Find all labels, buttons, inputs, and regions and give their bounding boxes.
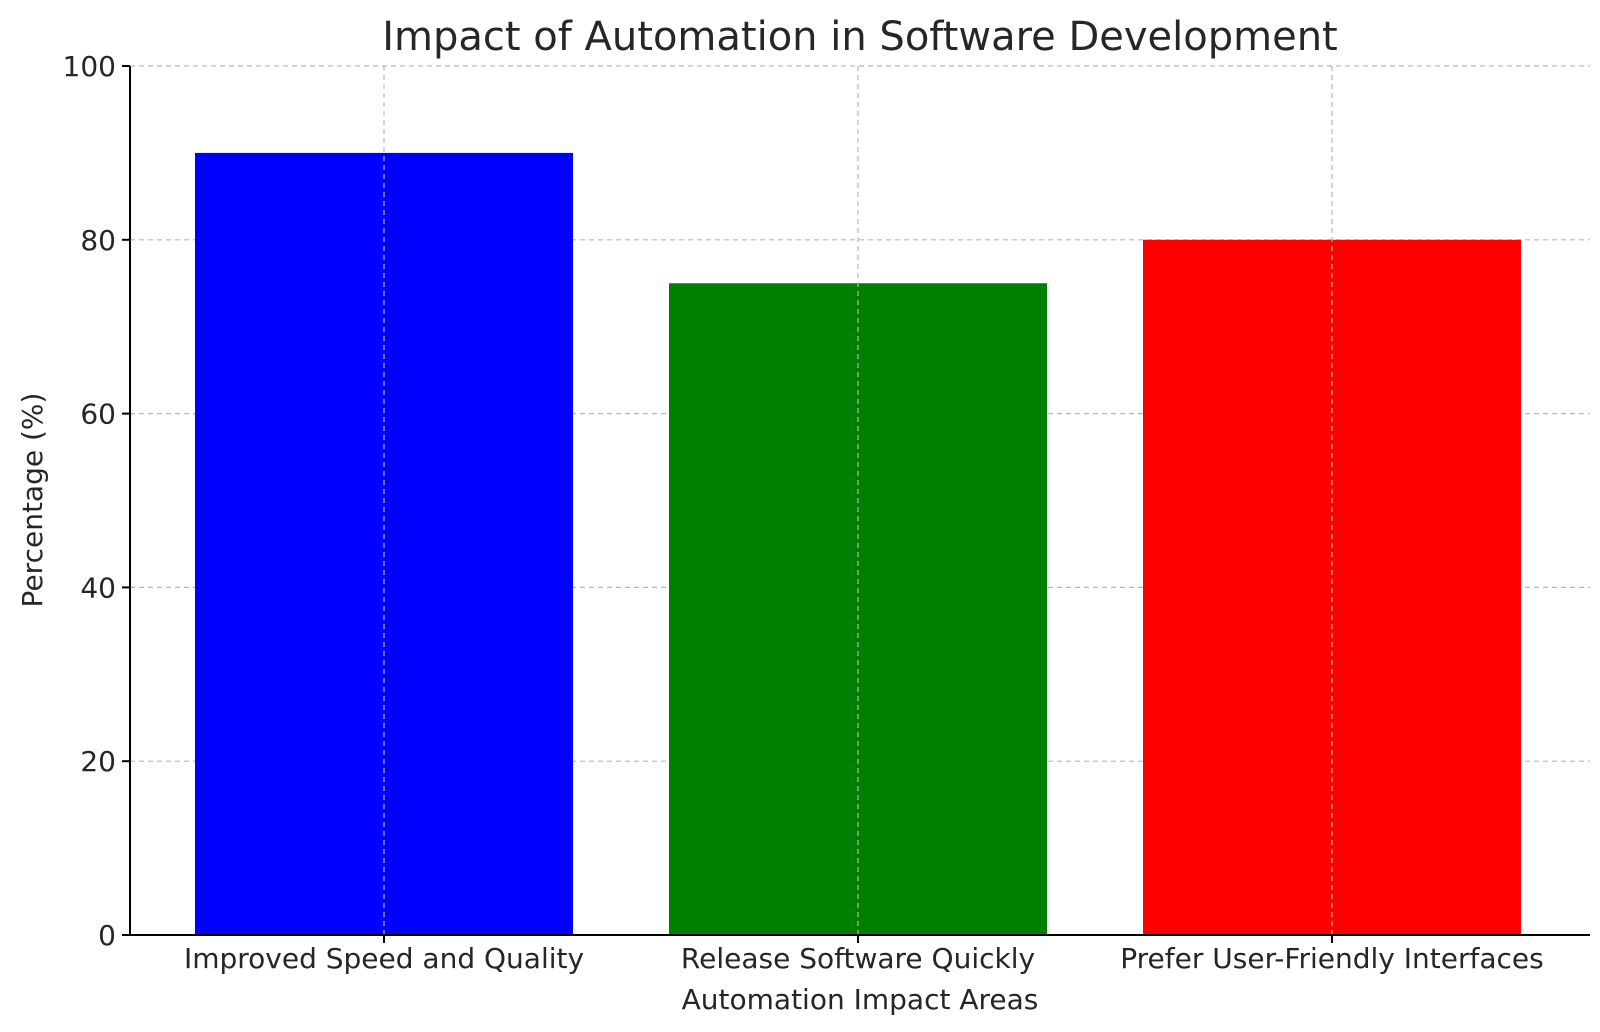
y-tick-label: 100	[63, 50, 116, 83]
axes	[129, 66, 1590, 936]
x-tick-label: Improved Speed and Quality	[184, 942, 584, 975]
vertical-grid	[383, 66, 1333, 935]
x-axis-label: Automation Impact Areas	[682, 983, 1039, 1016]
bar	[1143, 239, 1521, 936]
y-tick-label: 20	[80, 745, 116, 778]
y-tick-label: 40	[80, 571, 116, 604]
y-tick-label: 0	[98, 919, 116, 952]
y-tick-label: 80	[80, 224, 116, 257]
x-tick-label: Release Software Quickly	[681, 942, 1035, 975]
x-tick-label: Prefer User-Friendly Interfaces	[1120, 942, 1543, 975]
y-tick-label: 60	[80, 398, 116, 431]
chart-title: Impact of Automation in Software Develop…	[382, 14, 1338, 60]
ticks: 0 20 40 60 80 100 Improved Speed and Quality Re…	[63, 50, 1544, 975]
y-axis-label: Percentage (%)	[16, 393, 49, 608]
